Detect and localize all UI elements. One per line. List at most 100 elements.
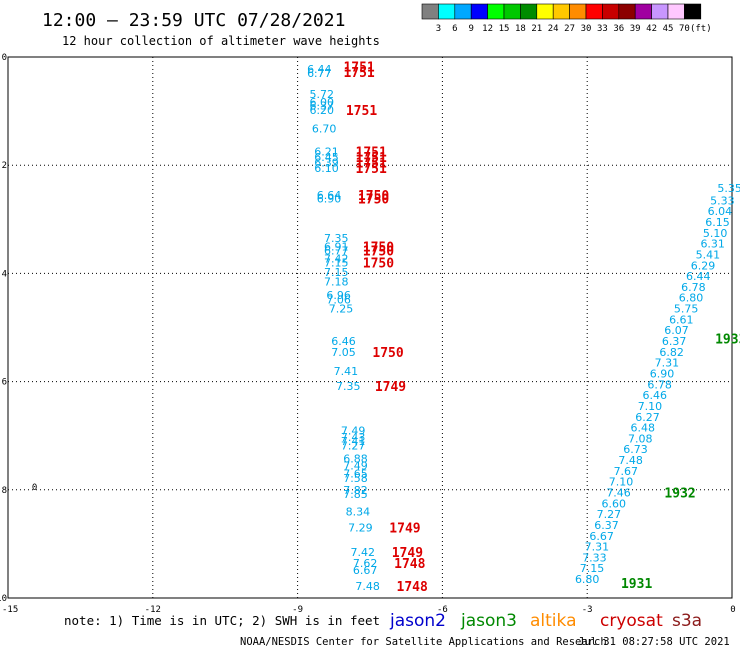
swh-point: 7.41 <box>334 365 359 378</box>
swh-point: 6.80 <box>575 573 600 586</box>
chart-title: 12:00 – 23:59 UTC 07/28/2021 <box>42 10 345 31</box>
y-tick-label: -6 <box>0 378 7 388</box>
swh-point: 7.10 <box>609 476 634 489</box>
time-label: 1751 <box>343 61 374 76</box>
time-label: 1748 <box>394 557 425 572</box>
swh-point: 7.18 <box>324 276 349 289</box>
swh-point: 6.37 <box>309 100 334 113</box>
legend-tick-label: 15 <box>499 24 510 34</box>
swh-point: 6.77 <box>324 245 349 258</box>
swh-point: 7.58 <box>343 472 368 485</box>
swh-point: 6.46 <box>331 335 356 348</box>
swh-point: 6.04 <box>708 205 733 218</box>
legend-tick-label: 24 <box>548 24 559 34</box>
legend-swatch <box>684 3 702 20</box>
swh-point: 6.44 <box>307 63 332 76</box>
legend-swatch <box>667 3 685 20</box>
swh-point: 6.21 <box>314 146 339 159</box>
swh-point: 6.29 <box>691 259 716 272</box>
legend-tick-label: 12 <box>482 24 493 34</box>
legend-swatch <box>421 3 439 20</box>
swh-point: 7.15 <box>324 266 349 279</box>
swh-point: 7.27 <box>341 439 366 452</box>
swh-point: 7.48 <box>355 580 380 593</box>
swh-point: 7.31 <box>585 541 610 554</box>
legend-swatch <box>618 3 636 20</box>
swh-point: 6.27 <box>635 411 660 424</box>
legend-swatch <box>585 3 603 20</box>
time-label: 1749 <box>375 380 406 395</box>
legend-swatch <box>487 3 505 20</box>
y-tick-label: -4 <box>0 269 7 279</box>
time-label: 1751 <box>343 66 374 81</box>
swh-point: 6.10 <box>314 162 339 175</box>
legend-tick-label: 27 <box>564 24 575 34</box>
swh-point: 6.48 <box>630 422 655 435</box>
swh-point: 7.42 <box>351 546 376 559</box>
swh-point: 6.37 <box>662 335 687 348</box>
legend-swatch <box>536 3 554 20</box>
legend-tick-label: 33 <box>597 24 608 34</box>
time-label: 1750 <box>363 245 394 260</box>
time-label: 1932 <box>664 487 695 502</box>
legend-swatch <box>602 3 620 20</box>
swh-point: 6.60 <box>601 497 626 510</box>
swh-point: 7.05 <box>331 346 356 359</box>
swh-point: 6.37 <box>594 519 619 532</box>
swh-point: 8.34 <box>346 505 371 518</box>
swh-point: 6.61 <box>669 313 694 326</box>
wave-height-labels: 6.446.775.726.006.376.206.706.216.456.39… <box>307 63 740 593</box>
legend-tick-label: (ft) <box>690 24 712 34</box>
footer-note: note: 1) Time is in UTC; 2) SWH is in fe… <box>64 613 380 628</box>
swh-point: 7.85 <box>343 488 368 501</box>
swh-point: 6.80 <box>679 292 704 305</box>
legend-tick-label: 39 <box>630 24 641 34</box>
y-tick-label: 0 <box>2 53 7 63</box>
footer-timestamp: Jul 31 08:27:58 UTC 2021 <box>578 636 730 648</box>
swh-point: 5.41 <box>696 248 721 261</box>
legend-tick-label: 9 <box>468 24 473 34</box>
swh-point: 6.88 <box>343 452 368 465</box>
time-label: 1750 <box>372 346 403 361</box>
swh-point: 5.35 <box>717 182 740 195</box>
swh-point: 6.91 <box>324 240 349 253</box>
swh-point: 7.82 <box>343 484 368 497</box>
swh-point: 6.82 <box>659 346 684 359</box>
swh-point: 6.64 <box>317 189 342 202</box>
legend-tick-label: 18 <box>515 24 526 34</box>
legend-swatch <box>552 3 570 20</box>
legend-tick-label: 3 <box>436 24 441 34</box>
time-label: 1933 <box>715 332 740 347</box>
plot-border <box>7 56 733 599</box>
legend-tick-label: 6 <box>452 24 457 34</box>
chart-subtitle: 12 hour collection of altimeter wave hei… <box>62 34 380 48</box>
x-tick-label: -12 <box>145 605 161 615</box>
time-label: 1748 <box>397 580 428 595</box>
swh-point: 7.42 <box>324 252 349 265</box>
footer-credit: NOAA/NESDIS Center for Satellite Applica… <box>240 636 607 648</box>
swh-point: 5.33 <box>710 194 735 207</box>
time-label: 1750 <box>358 189 389 204</box>
legend-swatch <box>503 3 521 20</box>
swh-point: 6.15 <box>705 216 730 229</box>
legend-swatch <box>438 3 456 20</box>
swh-point: 7.31 <box>655 357 680 370</box>
swh-point: 7.67 <box>614 465 639 478</box>
x-tick-label: -3 <box>582 605 593 615</box>
time-label: 1750 <box>363 240 394 255</box>
swh-point: 6.67 <box>589 530 614 543</box>
swh-point: 7.62 <box>353 557 378 570</box>
time-label: 1751 <box>356 151 387 166</box>
swh-point: 7.49 <box>343 459 368 472</box>
legend-tick-label: 70 <box>679 24 690 34</box>
legend-swatch <box>569 3 587 20</box>
time-label: 1749 <box>392 546 423 561</box>
swh-point: 7.06 <box>326 293 351 306</box>
swh-point: 5.10 <box>703 227 728 240</box>
swh-point: 6.44 <box>686 270 711 283</box>
legend-tick-label: 42 <box>646 24 657 34</box>
map-marker: 0 <box>32 483 37 493</box>
swh-point: 7.10 <box>638 400 663 413</box>
swh-point: 5.72 <box>309 88 334 101</box>
